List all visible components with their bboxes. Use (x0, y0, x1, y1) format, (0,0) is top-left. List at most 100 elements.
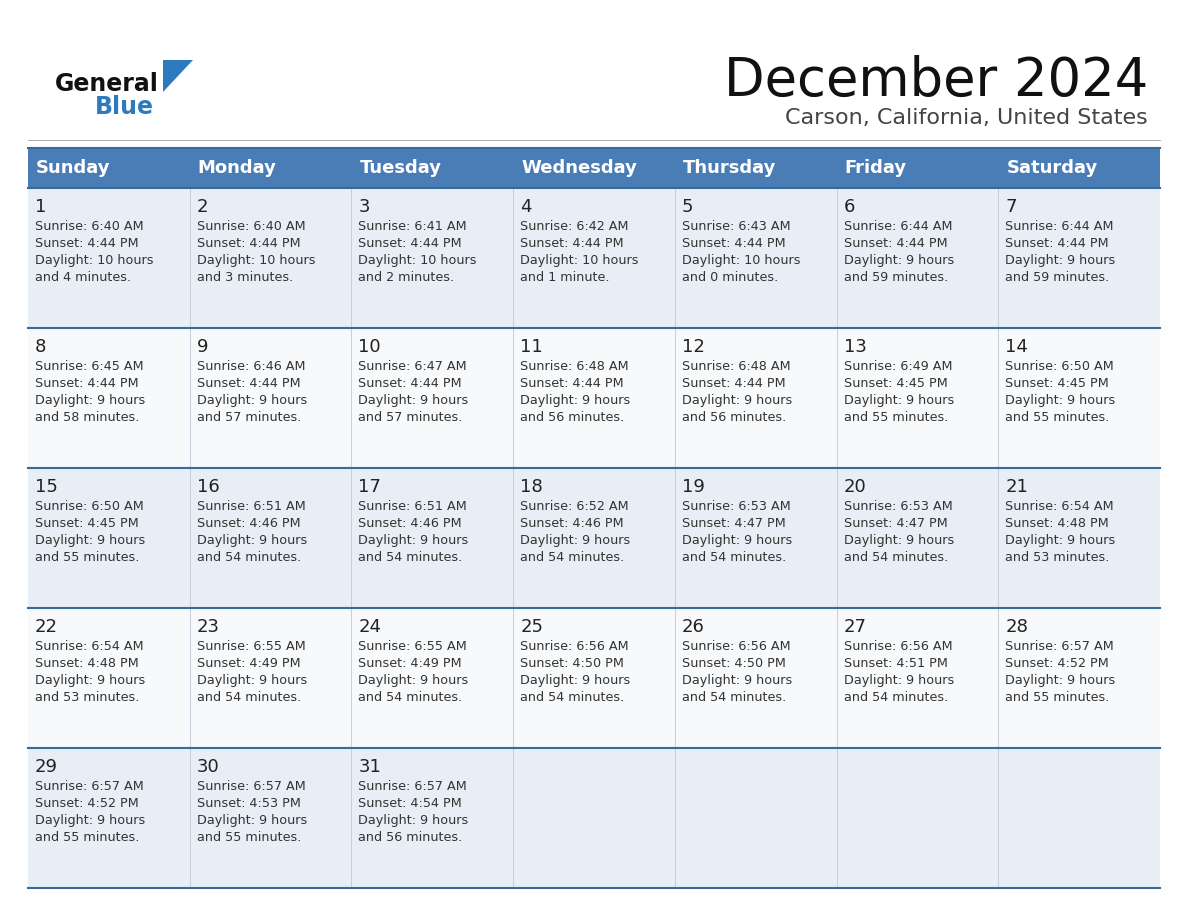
Text: Blue: Blue (95, 95, 154, 119)
Text: 13: 13 (843, 338, 866, 356)
Text: Sunrise: 6:56 AM: Sunrise: 6:56 AM (520, 640, 628, 653)
Text: Sunrise: 6:57 AM: Sunrise: 6:57 AM (1005, 640, 1114, 653)
Text: 23: 23 (197, 618, 220, 636)
Text: 30: 30 (197, 758, 220, 776)
Text: Daylight: 10 hours: Daylight: 10 hours (682, 254, 801, 267)
Text: Daylight: 9 hours: Daylight: 9 hours (1005, 254, 1116, 267)
Text: Sunset: 4:44 PM: Sunset: 4:44 PM (682, 377, 785, 390)
Text: 3: 3 (359, 198, 369, 216)
Text: Sunset: 4:44 PM: Sunset: 4:44 PM (1005, 237, 1108, 250)
Text: General: General (55, 72, 159, 96)
Text: Carson, California, United States: Carson, California, United States (785, 108, 1148, 128)
Text: 12: 12 (682, 338, 704, 356)
Text: Daylight: 10 hours: Daylight: 10 hours (359, 254, 476, 267)
Text: 10: 10 (359, 338, 381, 356)
Text: Sunrise: 6:40 AM: Sunrise: 6:40 AM (34, 220, 144, 233)
Text: Tuesday: Tuesday (360, 159, 442, 177)
Text: and 56 minutes.: and 56 minutes. (359, 831, 462, 844)
Text: and 4 minutes.: and 4 minutes. (34, 271, 131, 284)
Text: Sunset: 4:44 PM: Sunset: 4:44 PM (34, 237, 139, 250)
Text: Daylight: 9 hours: Daylight: 9 hours (359, 534, 469, 547)
Text: Sunset: 4:44 PM: Sunset: 4:44 PM (520, 237, 624, 250)
Text: and 55 minutes.: and 55 minutes. (1005, 411, 1110, 424)
Text: Sunrise: 6:52 AM: Sunrise: 6:52 AM (520, 500, 628, 513)
Text: Daylight: 9 hours: Daylight: 9 hours (682, 394, 792, 407)
Text: Daylight: 9 hours: Daylight: 9 hours (34, 814, 145, 827)
Text: Sunrise: 6:45 AM: Sunrise: 6:45 AM (34, 360, 144, 373)
Text: 4: 4 (520, 198, 532, 216)
Text: Sunset: 4:48 PM: Sunset: 4:48 PM (1005, 517, 1110, 530)
Text: 21: 21 (1005, 478, 1028, 496)
Text: Daylight: 9 hours: Daylight: 9 hours (197, 674, 307, 687)
Text: Sunset: 4:44 PM: Sunset: 4:44 PM (359, 377, 462, 390)
Text: Friday: Friday (845, 159, 906, 177)
Text: Daylight: 9 hours: Daylight: 9 hours (197, 814, 307, 827)
Text: 24: 24 (359, 618, 381, 636)
Text: 6: 6 (843, 198, 855, 216)
Text: 27: 27 (843, 618, 866, 636)
Text: 16: 16 (197, 478, 220, 496)
Text: Daylight: 9 hours: Daylight: 9 hours (520, 674, 631, 687)
Text: and 54 minutes.: and 54 minutes. (359, 551, 462, 564)
Text: Sunrise: 6:53 AM: Sunrise: 6:53 AM (682, 500, 790, 513)
Text: Sunrise: 6:47 AM: Sunrise: 6:47 AM (359, 360, 467, 373)
Text: 14: 14 (1005, 338, 1028, 356)
Text: Daylight: 9 hours: Daylight: 9 hours (520, 394, 631, 407)
Text: and 0 minutes.: and 0 minutes. (682, 271, 778, 284)
Bar (29, 608, 1159, 748)
Text: Sunrise: 6:51 AM: Sunrise: 6:51 AM (197, 500, 305, 513)
Text: Daylight: 9 hours: Daylight: 9 hours (359, 814, 469, 827)
Text: Daylight: 9 hours: Daylight: 9 hours (843, 674, 954, 687)
Text: 9: 9 (197, 338, 208, 356)
Text: Sunset: 4:44 PM: Sunset: 4:44 PM (682, 237, 785, 250)
Text: and 55 minutes.: and 55 minutes. (197, 831, 301, 844)
Text: Sunrise: 6:57 AM: Sunrise: 6:57 AM (359, 780, 467, 793)
Text: Saturday: Saturday (1006, 159, 1098, 177)
Text: Sunset: 4:44 PM: Sunset: 4:44 PM (197, 237, 301, 250)
Text: 1: 1 (34, 198, 46, 216)
Bar (29, 148, 1159, 188)
Text: and 54 minutes.: and 54 minutes. (682, 551, 786, 564)
Text: 26: 26 (682, 618, 704, 636)
Text: and 54 minutes.: and 54 minutes. (197, 691, 301, 704)
Text: and 57 minutes.: and 57 minutes. (197, 411, 301, 424)
Text: Sunrise: 6:50 AM: Sunrise: 6:50 AM (1005, 360, 1114, 373)
Bar (29, 188, 1159, 328)
Text: Sunrise: 6:54 AM: Sunrise: 6:54 AM (34, 640, 144, 653)
Text: Sunrise: 6:44 AM: Sunrise: 6:44 AM (1005, 220, 1114, 233)
Text: 29: 29 (34, 758, 58, 776)
Text: 22: 22 (34, 618, 58, 636)
Text: 18: 18 (520, 478, 543, 496)
Text: 7: 7 (1005, 198, 1017, 216)
Text: Daylight: 9 hours: Daylight: 9 hours (1005, 394, 1116, 407)
Text: 17: 17 (359, 478, 381, 496)
Text: Sunrise: 6:46 AM: Sunrise: 6:46 AM (197, 360, 305, 373)
Text: Daylight: 10 hours: Daylight: 10 hours (197, 254, 315, 267)
Text: and 56 minutes.: and 56 minutes. (520, 411, 625, 424)
Text: Daylight: 10 hours: Daylight: 10 hours (520, 254, 639, 267)
Text: Sunset: 4:54 PM: Sunset: 4:54 PM (359, 797, 462, 810)
Text: and 59 minutes.: and 59 minutes. (843, 271, 948, 284)
Text: and 54 minutes.: and 54 minutes. (843, 551, 948, 564)
Text: Daylight: 9 hours: Daylight: 9 hours (1005, 674, 1116, 687)
Text: 25: 25 (520, 618, 543, 636)
Text: Sunrise: 6:41 AM: Sunrise: 6:41 AM (359, 220, 467, 233)
Text: and 58 minutes.: and 58 minutes. (34, 411, 139, 424)
Text: 8: 8 (34, 338, 46, 356)
Text: and 59 minutes.: and 59 minutes. (1005, 271, 1110, 284)
Text: Sunset: 4:45 PM: Sunset: 4:45 PM (1005, 377, 1110, 390)
Text: and 2 minutes.: and 2 minutes. (359, 271, 455, 284)
Text: 28: 28 (1005, 618, 1028, 636)
Text: Sunrise: 6:50 AM: Sunrise: 6:50 AM (34, 500, 144, 513)
Text: Daylight: 9 hours: Daylight: 9 hours (520, 534, 631, 547)
Text: Sunrise: 6:44 AM: Sunrise: 6:44 AM (843, 220, 952, 233)
Text: Sunrise: 6:43 AM: Sunrise: 6:43 AM (682, 220, 790, 233)
Text: and 57 minutes.: and 57 minutes. (359, 411, 463, 424)
Text: Sunset: 4:50 PM: Sunset: 4:50 PM (520, 657, 624, 670)
Text: Sunrise: 6:57 AM: Sunrise: 6:57 AM (34, 780, 144, 793)
Text: and 54 minutes.: and 54 minutes. (197, 551, 301, 564)
Text: Sunrise: 6:54 AM: Sunrise: 6:54 AM (1005, 500, 1114, 513)
Text: Sunrise: 6:48 AM: Sunrise: 6:48 AM (520, 360, 628, 373)
Text: Sunset: 4:50 PM: Sunset: 4:50 PM (682, 657, 785, 670)
Text: Daylight: 9 hours: Daylight: 9 hours (34, 394, 145, 407)
